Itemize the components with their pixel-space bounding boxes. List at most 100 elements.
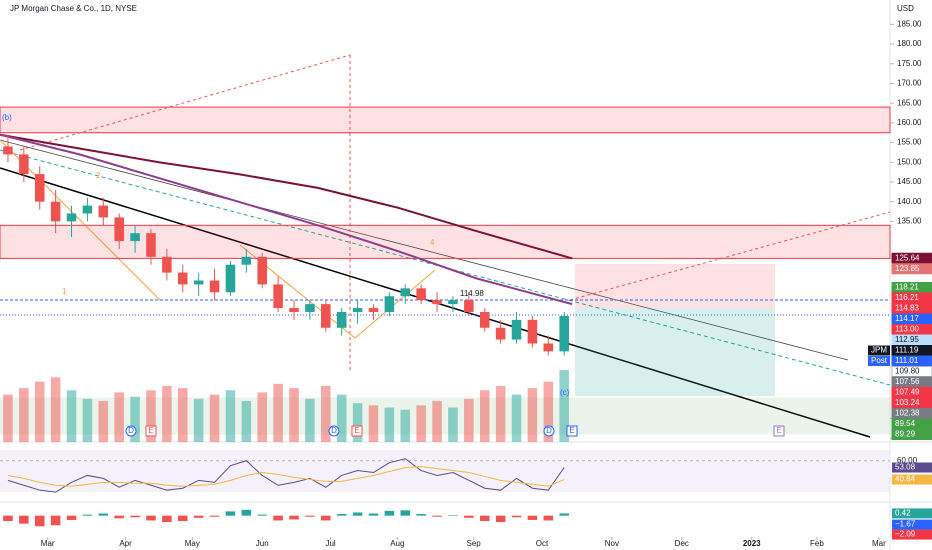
candle-body [146,233,156,257]
x-tick-label: Jul [325,539,335,548]
marks [0,106,891,442]
macd-bar [3,515,13,521]
event-marker-label: E [776,426,781,435]
candle-body [162,256,172,273]
risk-box [575,264,775,308]
macd-label: 0.42 [895,509,911,518]
macd-bar [384,510,395,516]
macd-bar [19,515,29,524]
event-marker [543,425,555,437]
wave-label: 2 [96,171,101,180]
macd-bar [209,515,220,517]
trendline [0,139,849,361]
macd-bar [130,515,140,518]
volume-bar [241,401,252,442]
x-tick-label: Mar [872,539,886,548]
volume-bar [384,407,395,442]
macd-label-box [892,529,932,540]
y-tick-label: 140.00 [897,197,922,206]
event-marker-label: E [569,426,574,435]
candle-body [114,217,124,242]
candle-body [432,300,442,305]
macd-label: −1.67 [895,520,916,529]
event-marker [566,425,578,437]
y-tick-label: 175.00 [897,59,922,68]
volume-bar [257,392,267,442]
macd-bar [225,511,236,516]
wave-label: 1 [62,287,67,296]
macd-bar [257,514,267,516]
candle-body [66,213,77,222]
volume-bar [209,394,220,442]
candle-body [225,264,236,293]
macd-label-box [892,519,932,530]
candle-body [19,154,29,175]
wave-label: (b) [2,113,12,122]
macd-bar [241,509,252,516]
rsi-line [7,458,565,493]
volume-bar [98,401,109,442]
candle-body [3,146,13,155]
price-label: 125.64 [895,253,920,262]
candle-body [464,300,474,312]
macd-bar [305,515,315,517]
moving-average [0,133,573,306]
x-tick-label: 2023 [743,539,761,548]
x-tick-label: Aug [390,539,404,548]
volume-bar [82,398,93,442]
candle-body [368,308,379,312]
candle-body [241,256,252,265]
y-tick-label: 165.00 [897,98,922,107]
volume-bar [3,394,13,442]
x-tick-label: Nov [605,539,619,548]
candle-body [511,319,522,340]
y-tick-label: 155.00 [897,138,922,147]
y-tick-label: 185.00 [897,19,922,28]
candle-body [352,308,363,312]
currency: USD [897,4,914,13]
volume-bar [162,385,172,442]
price-tag-box [868,356,890,367]
price-tag: JPM [871,346,887,355]
event-marker [145,425,157,437]
macd-bar [511,515,522,518]
macd-bar [432,515,442,517]
price-label: 107.49 [895,388,920,397]
macd-label: −2.09 [895,530,916,539]
event-marker [351,425,363,437]
rsi-label-box [892,474,932,485]
y-tick-label: 170.00 [897,79,922,88]
candle-body [82,205,93,214]
volume-bar [448,407,458,442]
x-tick-label: Dec [675,539,689,548]
macd-bar [193,515,204,518]
moving-average [0,133,573,260]
x-tick-label: May [185,539,200,548]
price-label: 89.54 [895,419,916,428]
macd-bar [416,514,426,516]
rsi-tick-label: 60.00 [897,456,918,465]
event-marker-label: D [546,426,552,435]
macd-bar [162,515,172,523]
macd-bar [34,515,45,527]
candle-body [273,284,283,309]
price-label: 113.00 [895,325,919,334]
price-label: 116.21 [895,293,919,302]
candle-body [479,311,490,328]
price-label: 111.01 [895,356,919,365]
candle-body [448,300,458,305]
volume-bar [19,388,29,442]
macd-bar [146,515,156,521]
macd-bar [50,515,61,526]
candle-body [193,280,204,285]
volume-bar [114,392,124,442]
volume-bar [225,390,236,442]
candle-body [305,304,315,312]
macd-bar [178,515,188,521]
macd-bar [273,515,283,521]
chart-title: JP Morgan Chase & Co., 1D, NYSE [10,4,137,13]
y-tick-label: 180.00 [897,39,922,48]
x-tick-label: Apr [119,539,132,548]
volume-bar [543,381,554,442]
